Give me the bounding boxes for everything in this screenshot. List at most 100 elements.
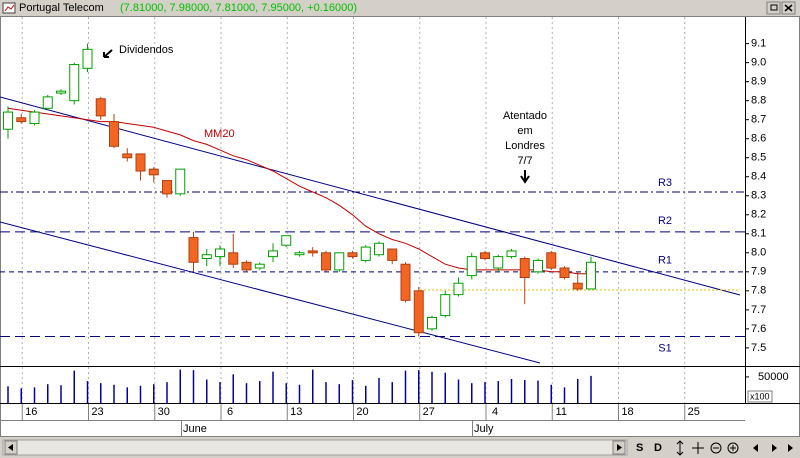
candle-body <box>29 111 40 124</box>
y-tick-label: 8.4 <box>751 171 766 183</box>
candle-body <box>268 250 278 258</box>
level-label: R3 <box>658 177 672 189</box>
candle-body <box>427 316 437 330</box>
candle-body <box>559 267 570 279</box>
toolbar-d[interactable]: D <box>654 442 662 454</box>
y-tick-label: 8.7 <box>751 114 766 126</box>
candle-body <box>493 256 504 269</box>
chart-title: Portugal Telecom <box>19 2 104 14</box>
candle-body <box>400 263 411 301</box>
candle-body <box>228 252 239 265</box>
x-tick-label: 16 <box>25 406 37 418</box>
trendline-lower <box>0 221 541 364</box>
candle-body <box>109 121 119 147</box>
candle-body <box>480 252 490 260</box>
candle-body <box>347 252 358 258</box>
grid <box>21 17 686 403</box>
month-label: June <box>183 423 207 435</box>
candle-body <box>56 90 66 94</box>
y-tick-label: 7.8 <box>751 285 766 297</box>
candle-body <box>387 248 398 261</box>
volume-tick-label: 50000 <box>758 371 789 383</box>
candle-body <box>413 290 424 334</box>
candle-body <box>162 180 172 195</box>
annotation-dividend: Dividendos <box>119 44 174 56</box>
candle-body <box>42 96 53 109</box>
y-tick-label: 8.6 <box>751 133 766 145</box>
title-bar <box>0 0 800 16</box>
scroll-left-icon <box>8 444 13 451</box>
scroll-track[interactable] <box>2 439 628 456</box>
x-tick-label: 30 <box>158 406 170 418</box>
level-label: R1 <box>658 255 672 267</box>
candle-body <box>360 246 371 261</box>
candle-body <box>334 252 345 271</box>
candle-body <box>440 294 451 317</box>
nav-end[interactable] <box>788 444 793 452</box>
y-tick-label: 9.0 <box>751 57 766 69</box>
annotation-event: Londres <box>505 140 545 152</box>
y-tick-label: 7.7 <box>751 304 766 316</box>
close-icon <box>784 4 793 12</box>
candle-body <box>321 252 331 271</box>
window-icon-line <box>4 4 15 12</box>
candle-body <box>201 254 212 260</box>
y-tick-label: 8.2 <box>751 209 766 221</box>
y-tick-label: 8.0 <box>751 247 766 259</box>
candle-body <box>546 252 557 269</box>
candle-body <box>122 153 133 159</box>
candle-body <box>148 168 159 176</box>
annotation-arrow <box>103 49 113 58</box>
y-tick-label: 8.1 <box>751 228 766 240</box>
x-tick-label: 27 <box>423 406 435 418</box>
month-label: July <box>474 423 494 435</box>
candle-body <box>533 259 543 273</box>
quote-text: (7.81000, 7.98000, 7.81000, 7.95000, +0.… <box>120 2 357 14</box>
candle-body <box>82 48 93 69</box>
move-tool[interactable] <box>692 442 704 454</box>
candle-body <box>519 258 530 279</box>
plot: R3 R2 R1 S1 MM20 <box>0 43 745 354</box>
candle-body <box>453 282 464 296</box>
candle-body <box>215 248 225 258</box>
candle-body <box>95 98 106 117</box>
restore-icon <box>770 4 778 11</box>
candle-body <box>175 168 186 195</box>
candle-body <box>307 250 318 254</box>
candle-body <box>506 250 517 258</box>
volume-multiplier: x100 <box>750 391 770 401</box>
y-tick-label: 7.5 <box>751 342 766 354</box>
zoom-out[interactable] <box>710 442 722 454</box>
y-tick-label: 7.9 <box>751 266 766 278</box>
candle-body <box>16 117 27 123</box>
annotation-arrow <box>520 170 530 184</box>
x-tick-label: 6 <box>227 406 233 418</box>
candle-body <box>466 256 477 277</box>
y-tick-label: 8.8 <box>751 95 766 107</box>
level-label: R2 <box>658 215 672 227</box>
candle-body <box>586 261 596 290</box>
nav-next[interactable] <box>772 444 777 452</box>
candle-body <box>254 263 265 269</box>
moving-average <box>7 107 591 275</box>
nav-prev[interactable] <box>753 444 758 452</box>
x-tick-label: 4 <box>492 406 498 418</box>
toolbar-s[interactable]: S <box>636 442 643 454</box>
zoom-vertical[interactable] <box>676 440 684 456</box>
candle-body <box>294 252 305 256</box>
level-label: S1 <box>658 342 671 354</box>
annotation-event: Atentado <box>503 110 547 122</box>
candle-body <box>3 111 13 130</box>
zoom-in[interactable] <box>727 442 739 454</box>
candle-body <box>188 237 199 263</box>
restore-button[interactable] <box>766 1 781 15</box>
y-tick-label: 8.5 <box>751 152 766 164</box>
y-tick-label: 8.3 <box>751 190 766 202</box>
x-tick-label: 11 <box>556 406 567 418</box>
x-tick-label: 20 <box>356 406 368 418</box>
trendline-upper <box>0 96 741 296</box>
candle-body <box>69 64 80 102</box>
candle-body <box>572 282 583 290</box>
